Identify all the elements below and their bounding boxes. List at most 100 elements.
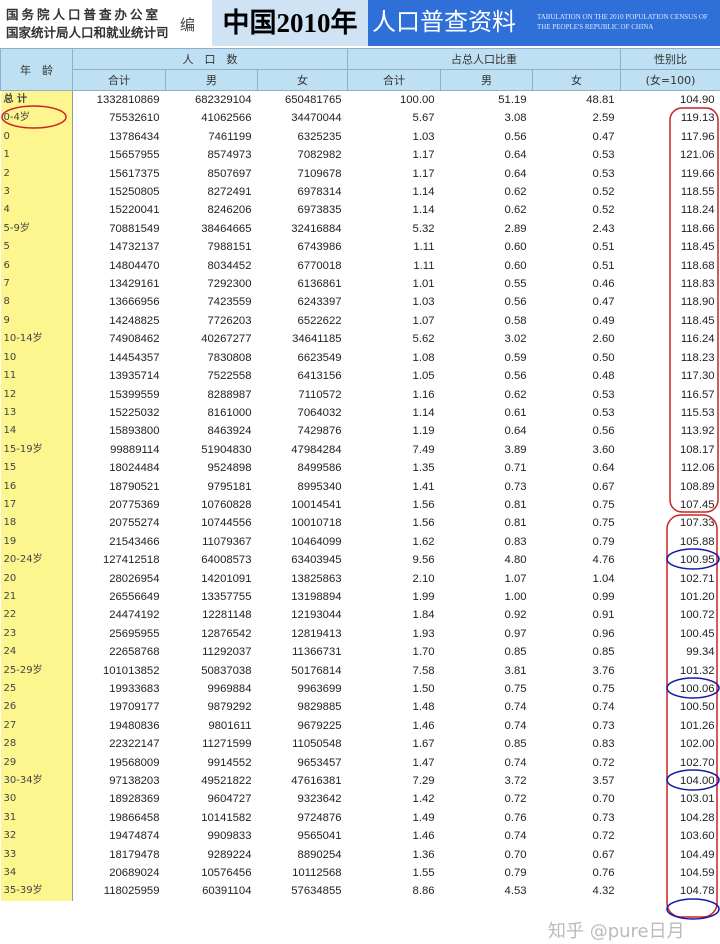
cell-pop-total: 15250805 [109,186,160,199]
table-row: 2 15617375 8507697 7109678 1.17 0.64 0.53 119.6… [0,164,720,184]
cell-share-total: 1.11 [413,259,435,272]
cell-pop-total: 19866458 [109,811,160,824]
cell-age: 17 [0,495,73,515]
cell-pop-total: 28026954 [109,572,160,585]
header-population: 人 口 数 [71,48,349,70]
cell-pop-male: 9909833 [207,830,252,843]
cell-share-female: 0.47 [592,296,615,309]
cell-sex-ratio: 104.00 [679,775,715,788]
table-row: 24 22658768 11292037 11366731 1.70 0.85 0.85 99… [0,643,720,662]
cell-share-male: 4.53 [504,885,527,898]
cell-sex-ratio: 116.57 [680,388,715,401]
cell-sex-ratio: 118.68 [680,259,715,272]
cell-pop-female: 7110572 [298,388,342,401]
cell-share-female: 0.53 [592,406,615,419]
cell-pop-total: 13429161 [109,278,160,291]
cell-sex-ratio: 101.20 [679,590,715,603]
cell-share-total: 1.67 [412,738,435,751]
cell-pop-total: 14454357 [109,351,160,364]
cell-share-total: 8.86 [412,885,435,898]
cell-pop-total: 127412518 [102,554,160,567]
cell-share-female: 0.73 [592,719,615,732]
header-share: 占总人口比重 [347,48,622,70]
cell-pop-female: 50176814 [291,664,342,677]
table-row: 18 20755274 10744556 10010718 1.56 0.81 0.75 10… [0,514,720,533]
cell-share-total: 1.19 [412,425,435,438]
cell-pop-total: 99889114 [110,443,160,456]
cell-pop-male: 9879292 [207,701,252,714]
cell-share-male: 0.79 [504,867,527,880]
table-row: 5-9岁 70881549 38464665 32416884 5.32 2.89 2.43… [0,219,720,239]
cell-share-female: 0.91 [592,609,615,622]
table-row: 6 14804470 8034452 6770018 1.11 0.60 0.51 118.6… [0,256,720,276]
cell-share-female: 0.72 [592,756,615,769]
cell-sex-ratio: 102.00 [679,738,715,751]
cell-sex-ratio: 104.28 [679,811,715,824]
cell-share-total: 1.46 [412,830,435,843]
cell-share-total: 1.14 [412,204,435,217]
cell-sex-ratio: 104.59 [679,867,715,880]
cell-pop-male: 11271599 [202,738,252,751]
cell-sex-ratio: 112.06 [680,462,715,475]
cell-pop-female: 7082982 [297,149,342,162]
cell-age: 8 [0,293,73,312]
cell-pop-female: 10014541 [291,498,342,511]
cell-share-total: 1.08 [412,351,435,364]
cell-pop-female: 9724876 [297,811,342,824]
cell-sex-ratio: 118.45 [680,314,715,327]
cell-pop-female: 47984284 [291,443,342,456]
cell-pop-female: 9653457 [297,756,342,769]
cell-share-male: 0.64 [504,149,527,162]
cell-pop-male: 8574973 [207,149,252,162]
cell-share-female: 0.49 [592,314,615,327]
cell-pop-female: 6623549 [297,351,342,364]
cell-age: 10 [0,348,73,368]
cell-pop-female: 9963699 [297,683,342,695]
cell-share-female: 0.99 [592,590,615,603]
cell-share-total: 1.11 [413,241,435,254]
cell-pop-female: 47616381 [291,775,342,788]
cell-sex-ratio: 108.89 [679,480,715,493]
cell-sex-ratio: 100.72 [679,609,715,622]
cell-share-female: 3.76 [592,664,615,677]
cell-pop-male: 7461199 [208,130,252,143]
cell-share-total: 1.14 [412,186,435,199]
cell-share-male: 0.59 [504,351,527,364]
cell-age: 14 [0,422,73,441]
cell-sex-ratio: 100.06 [679,683,715,695]
cell-pop-male: 8288987 [207,388,252,401]
cell-pop-female: 13825863 [291,572,342,585]
table-row: 29 19568009 9914552 9653457 1.47 0.74 0.72 102.… [0,753,720,773]
cell-sex-ratio: 117.30 [680,370,715,383]
cell-share-male: 0.74 [504,756,527,769]
table-row: 23 25695955 12876542 12819413 1.93 0.97 0.96 10… [0,624,720,644]
cell-pop-male: 60391104 [202,885,252,898]
cell-age: 22 [0,606,73,625]
cell-share-male: 0.60 [504,259,527,272]
cell-age: 12 [0,385,73,404]
cell-share-female: 0.76 [592,867,615,880]
cell-share-female: 0.53 [592,388,615,401]
cell-share-total: 1.17 [412,167,435,180]
cell-age: 5-9岁 [0,219,73,239]
cell-share-male: 3.72 [504,775,527,788]
cell-pop-female: 6770018 [297,259,342,272]
cell-share-total: 1.70 [412,646,435,659]
table-row: 16 18790521 9795181 8995340 1.41 0.73 0.67 108.… [0,477,720,496]
cell-share-male: 0.60 [504,241,527,254]
cell-pop-female: 34470044 [291,112,342,125]
cell-share-total: 1.14 [412,406,435,419]
cell-pop-total: 14804470 [109,259,160,272]
cell-pop-male: 8246206 [207,204,252,217]
header-pop-total: 合计 [72,69,166,91]
cell-pop-total: 26556649 [109,590,160,603]
table-row: 20 28026954 14201091 13825863 2.10 1.07 1.04 10… [0,569,720,588]
cell-age: 10-14岁 [0,330,73,349]
cell-pop-total: 18928369 [109,793,160,806]
cell-pop-male: 10760828 [201,498,252,511]
cell-share-male: 0.81 [504,517,527,530]
cell-pop-female: 9679225 [297,719,342,732]
cell-share-total: 1.55 [412,867,435,880]
cell-pop-female: 12193044 [291,609,342,622]
cell-sex-ratio: 108.17 [679,443,715,456]
